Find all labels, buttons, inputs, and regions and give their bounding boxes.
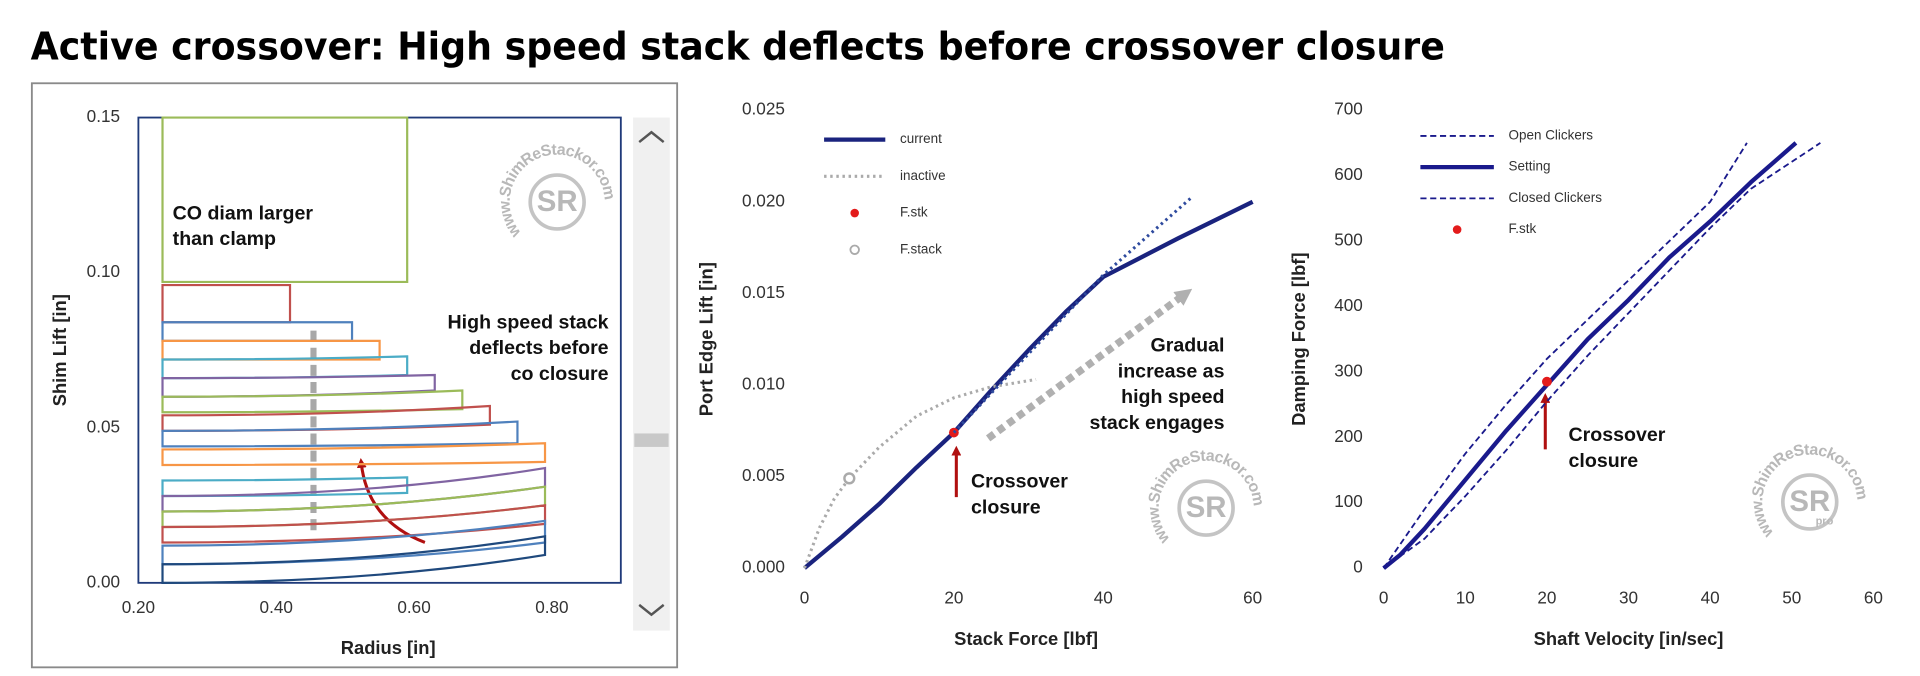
y-tick-label: 0.005 [742, 465, 785, 485]
point [843, 472, 856, 485]
x-axis-title: Radius [in] [341, 637, 436, 658]
shim [161, 321, 354, 342]
y-tick-label: 0.000 [742, 557, 785, 577]
x-tick-label: 0 [800, 587, 810, 607]
annotation: stack engages [1090, 412, 1225, 434]
chart-frame [30, 82, 679, 669]
x-tick-label: 0.20 [122, 597, 155, 617]
series-line [1382, 141, 1798, 570]
x-tick-label: 10 [1456, 587, 1475, 607]
watermark-ring [1780, 473, 1839, 531]
y-tick-label: 200 [1334, 426, 1363, 446]
y-tick-label: 0 [1353, 557, 1363, 577]
annotation: deflects before [469, 337, 608, 359]
annotation: CO diam larger [173, 202, 314, 224]
y-tick-label: 100 [1334, 491, 1363, 511]
y-axis-title: Damping Force [lbf] [1288, 252, 1309, 425]
annotation: high speed [1121, 386, 1224, 408]
series-line [803, 199, 1254, 570]
legend-label: Closed Clickers [1509, 190, 1603, 205]
scroll-up[interactable] [638, 130, 665, 143]
x-tick-label: 40 [1701, 587, 1720, 607]
shim [161, 339, 381, 361]
scroll-down[interactable] [638, 603, 665, 617]
series-line [952, 195, 1194, 434]
x-tick-label: 40 [1094, 587, 1113, 607]
legend-label: F.stk [1509, 221, 1537, 236]
watermark-logo: SR [1186, 491, 1227, 524]
scroll-track[interactable] [633, 117, 670, 631]
legend-label: Setting [1509, 159, 1551, 174]
y-tick-label: 0.10 [87, 261, 120, 281]
legend-label: inactive [900, 168, 946, 183]
x-tick-label: 30 [1619, 587, 1638, 607]
watermark-logo: SR [537, 185, 578, 218]
shim [161, 116, 409, 284]
y-tick-label: 400 [1334, 295, 1363, 315]
legend-label: Open Clickers [1509, 127, 1594, 142]
point [1542, 376, 1552, 387]
x-tick-label: 0.40 [260, 597, 293, 617]
watermark-logo: SR [1789, 485, 1830, 518]
annotation: than clamp [173, 228, 276, 250]
scroll-thumb[interactable] [634, 433, 669, 447]
x-tick-label: 0.60 [397, 597, 430, 617]
y-tick-label: 0.015 [742, 282, 785, 302]
x-axis-title: Stack Force [lbf] [954, 628, 1098, 649]
x-tick-label: 0.80 [535, 597, 568, 617]
y-tick-label: 0.00 [87, 571, 120, 591]
shim [161, 404, 491, 432]
y-tick-label: 0.15 [87, 106, 120, 126]
annotation: High speed stack [448, 311, 609, 333]
y-tick-label: 0.020 [742, 190, 785, 210]
annotation: Crossover [1569, 424, 1666, 446]
annotation: closure [971, 496, 1041, 518]
y-tick-label: 500 [1334, 230, 1363, 250]
y-tick-label: 0.010 [742, 373, 785, 393]
scrollbar[interactable] [633, 117, 670, 631]
legend-label: F.stack [900, 241, 942, 256]
shim [161, 485, 547, 529]
legend-label: current [900, 131, 942, 146]
y-axis-title: Port Edge Lift [in] [696, 262, 717, 416]
annotation: Crossover [971, 471, 1068, 493]
x-tick-label: 20 [944, 587, 963, 607]
x-tick-label: 20 [1537, 587, 1556, 607]
page-title: Active crossover: High speed stack defle… [31, 24, 1445, 68]
shim [161, 420, 519, 448]
shim [161, 389, 464, 414]
x-tick-label: 50 [1782, 587, 1801, 607]
annotation: Gradual [1150, 335, 1224, 357]
x-axis-title: Shaft Velocity [in/sec] [1534, 628, 1724, 649]
x-tick-label: 0 [1379, 587, 1389, 607]
shim [161, 535, 547, 584]
shim [161, 283, 292, 324]
legend-swatch [849, 244, 860, 255]
y-tick-label: 0.05 [87, 416, 120, 436]
y-tick-label: 600 [1334, 164, 1363, 184]
series-line [1382, 142, 1748, 569]
annotation-arrow [356, 457, 426, 544]
watermark-ring [528, 173, 586, 231]
y-axis-title: Shim Lift [in] [49, 294, 70, 406]
watermark-badge: pro [1816, 516, 1834, 528]
legend-swatch [850, 208, 859, 218]
y-tick-label: 700 [1334, 99, 1363, 119]
y-tick-label: 0.025 [742, 99, 785, 119]
y-tick-label: 300 [1334, 360, 1363, 380]
legend-label: F.stk [900, 205, 928, 220]
annotation: co closure [511, 363, 609, 385]
annotation-arrow [985, 288, 1193, 442]
x-tick-label: 60 [1243, 587, 1262, 607]
watermark-ring [1177, 479, 1235, 537]
annotation: closure [1569, 450, 1639, 472]
x-tick-label: 60 [1864, 587, 1883, 607]
legend-swatch [1452, 225, 1462, 234]
series-line [1383, 142, 1821, 569]
annotation: increase as [1118, 360, 1225, 382]
shim [161, 442, 547, 467]
